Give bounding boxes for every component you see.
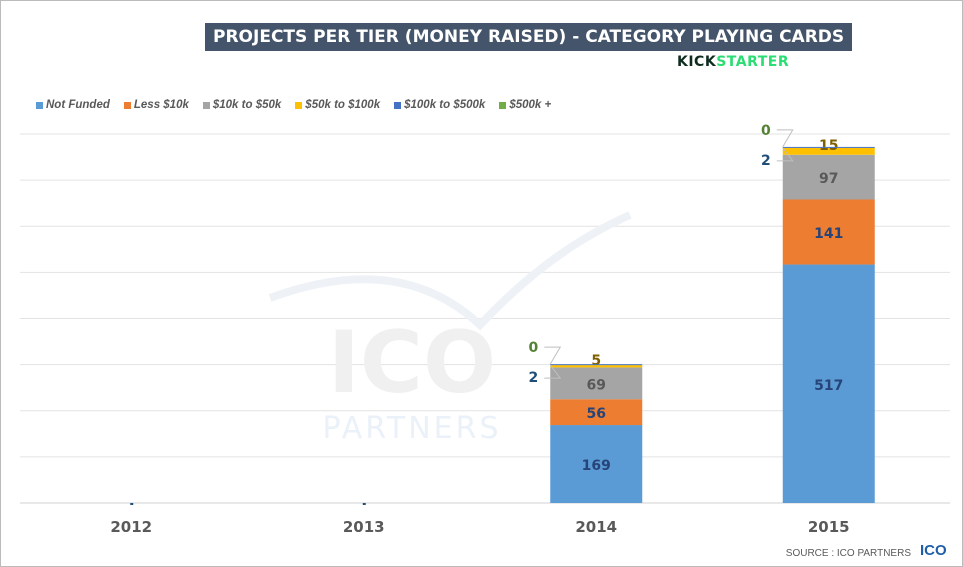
legend-swatch: [295, 101, 303, 109]
watermark-swoosh: [268, 211, 632, 331]
data-label: 97: [819, 171, 838, 187]
legend-label: $100k to $500k: [404, 99, 486, 111]
bar-segment: [782, 154, 875, 200]
legend-item: Not Funded: [36, 99, 110, 111]
legend-item: $100k to $500k: [394, 99, 485, 111]
x-tick-label: 2013: [343, 518, 385, 536]
bar-segment: [550, 365, 643, 368]
data-label: 15: [819, 138, 838, 154]
watermark-text: PARTNERS: [323, 411, 502, 446]
bar-segment: [782, 264, 875, 503]
data-label: 56: [587, 406, 606, 422]
legend-swatch: [394, 101, 402, 109]
data-label: 2: [761, 153, 771, 169]
leader-line: [776, 129, 794, 148]
leader-line: [544, 346, 562, 365]
brand-part2: STARTER: [716, 54, 790, 70]
legend-item: $10k to $50k: [202, 99, 282, 111]
bar-segment: [550, 364, 643, 366]
leader-line: [776, 147, 794, 162]
x-tick-label: 2012: [110, 518, 152, 536]
legend-label: Not Funded: [46, 99, 110, 111]
legend-label: Less $10k: [133, 99, 189, 111]
legend-item: Less $10k: [123, 99, 189, 111]
legend-swatch: [123, 101, 131, 109]
bar-segment: [550, 367, 643, 400]
legend-label: $500k +: [509, 99, 552, 111]
legend-label: $50k to $100k: [305, 99, 381, 111]
bar-segment: [550, 399, 643, 426]
data-label: 2: [529, 370, 539, 386]
bar-segment: [782, 199, 875, 265]
legend-item: $50k to $100k: [295, 99, 380, 111]
bar-segment: [782, 146, 875, 148]
data-label: 517: [814, 378, 843, 394]
data-label: 5: [591, 353, 601, 369]
x-tick-label: 2015: [808, 518, 850, 536]
ico-logo: ICO: [920, 542, 947, 559]
chart-title: PROJECTS PER TIER (MONEY RAISED) - CATEG…: [205, 23, 853, 51]
legend-swatch: [499, 101, 507, 109]
data-label: 0: [529, 340, 539, 356]
data-label: 0: [761, 123, 771, 139]
data-label: 169: [582, 458, 611, 474]
legend-label: $10k to $50k: [212, 99, 282, 111]
leader-line: [544, 364, 562, 379]
legend: Not Funded Less $10k $10k to $50k $50k to $…: [36, 99, 551, 111]
bar-segment: [550, 425, 643, 503]
data-label: 69: [587, 377, 606, 393]
watermark-text: ICO: [328, 313, 496, 413]
kickstarter-logo: KICKSTARTER: [677, 54, 789, 70]
source-note: SOURCE : ICO PARTNERS: [785, 548, 911, 559]
legend-swatch: [36, 101, 43, 109]
data-label: 141: [814, 226, 843, 242]
x-tick-label: 2014: [575, 518, 617, 536]
bar-segment: [782, 147, 875, 155]
brand-part1: KICK: [677, 54, 717, 70]
legend-item: $500k +: [499, 99, 551, 111]
legend-swatch: [202, 101, 210, 109]
